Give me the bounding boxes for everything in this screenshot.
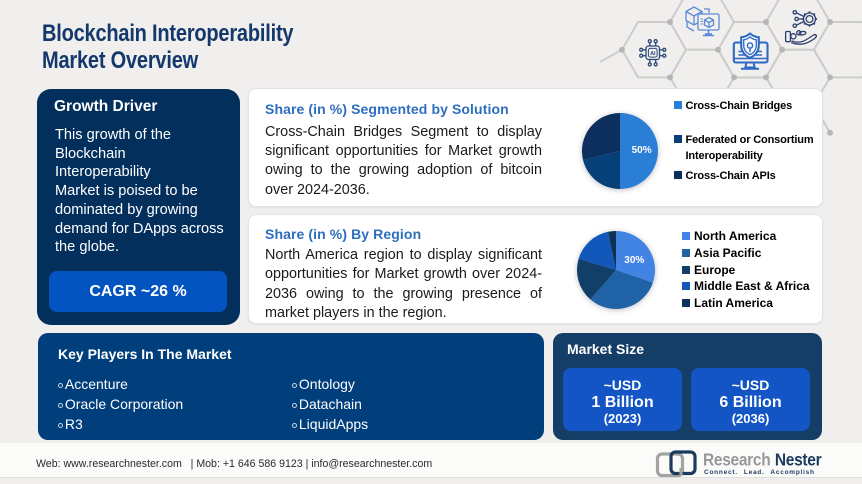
svg-text:30%: 30% (624, 255, 644, 266)
svg-text:AI: AI (650, 51, 656, 57)
svg-text:50%: 50% (632, 145, 652, 156)
